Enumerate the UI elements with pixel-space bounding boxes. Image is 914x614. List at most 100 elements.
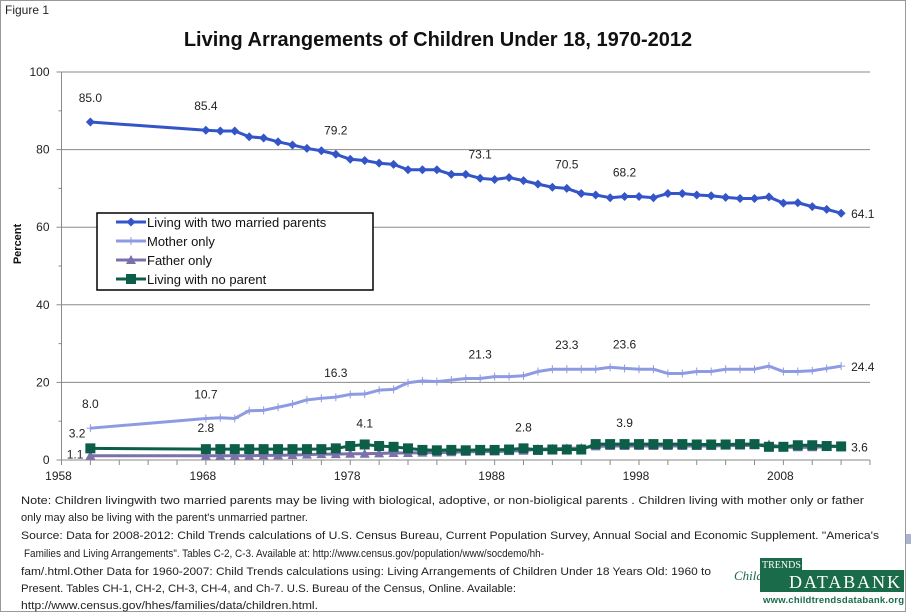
data-label: 1.1 (67, 448, 84, 462)
triangle-marker (229, 450, 240, 460)
diamond-marker (259, 133, 269, 143)
square-marker (244, 444, 255, 455)
legend-item: Mother only (116, 234, 215, 249)
data-label: 21.3 (469, 348, 493, 362)
square-marker (431, 445, 442, 456)
square-marker (316, 444, 327, 455)
diamond-marker (432, 165, 442, 175)
series-living-with-no-parent (85, 439, 847, 456)
square-marker (691, 439, 702, 450)
plus-marker (245, 406, 254, 415)
plus-marker (663, 369, 672, 378)
note-line: fam/.html.Other Data for 1960-2007: Chil… (21, 566, 711, 578)
legend-box (96, 212, 374, 291)
y-tick-label: 40 (36, 298, 50, 312)
y-tick-label: 100 (29, 65, 49, 79)
diamond-marker (389, 159, 399, 169)
data-label: 68.2 (613, 166, 637, 180)
square-marker (619, 439, 630, 450)
square-marker (720, 439, 731, 450)
triangle-marker (273, 450, 284, 460)
square-marker (489, 444, 500, 455)
plus-marker (548, 365, 557, 374)
square-marker (677, 439, 688, 450)
plus-marker (519, 371, 528, 380)
y-axis-label: Percent (12, 223, 24, 264)
diamond-marker (620, 192, 630, 202)
note-line: Families and Living Arrangements". Table… (24, 548, 544, 560)
plus-marker (793, 367, 802, 376)
square-marker (590, 439, 601, 450)
plus-marker (620, 364, 629, 373)
square-marker (836, 441, 847, 452)
triangle-marker (287, 449, 298, 459)
diamond-marker (302, 143, 312, 153)
data-label: 16.3 (324, 366, 348, 380)
plus-marker (375, 386, 384, 395)
square-marker (330, 443, 341, 454)
diamond-marker (706, 191, 716, 201)
plus-marker (736, 365, 745, 374)
square-marker (403, 443, 413, 454)
plus-marker (764, 362, 773, 371)
square-marker (215, 444, 226, 455)
square-marker (287, 444, 298, 455)
diamond-marker (288, 140, 297, 150)
square-marker (504, 444, 515, 455)
square-marker (374, 441, 385, 452)
diamond-marker (519, 176, 528, 186)
note-line: Note: Children livingwith two married pa… (21, 495, 864, 507)
square-marker (821, 441, 832, 452)
data-label: 70.5 (555, 157, 579, 171)
data-label: 3.9 (616, 416, 633, 430)
diamond-marker (764, 192, 774, 202)
legend-item: Living with two married parents (116, 215, 327, 230)
triangle-marker (258, 450, 269, 460)
diamond-marker (345, 154, 355, 164)
square-marker (547, 444, 558, 455)
square-marker (662, 439, 673, 450)
plus-marker (461, 374, 470, 383)
square-marker (634, 439, 644, 450)
notes: Note: Children livingwith two married pa… (21, 495, 880, 612)
logo-child: Child (734, 568, 763, 583)
plus-marker (447, 376, 456, 385)
data-label: 23.6 (613, 337, 637, 351)
legend-label: Father only (147, 253, 213, 268)
plus-marker (692, 367, 701, 376)
plus-marker (779, 367, 788, 376)
plus-marker (476, 374, 485, 383)
diamond-marker (547, 182, 557, 192)
diamond-marker (822, 204, 832, 214)
triangle-marker (215, 450, 226, 460)
data-label: 3.6 (851, 440, 868, 454)
square-marker (273, 444, 284, 455)
plus-marker (562, 365, 571, 374)
plus-marker (533, 367, 542, 376)
series-mother-only (86, 362, 846, 433)
diamond-marker (735, 193, 745, 203)
data-label: 79.2 (324, 123, 348, 137)
square-marker (778, 441, 789, 452)
triangle-marker (244, 450, 255, 460)
triangle-marker (359, 448, 370, 458)
plus-marker (346, 390, 355, 399)
diamond-marker (461, 169, 471, 179)
note-line: Present. Tables CH-1, CH-2, CH-3, CH-4, … (21, 583, 516, 595)
logo-databank-band (760, 570, 904, 592)
data-label: 23.3 (555, 338, 579, 352)
data-label: 24.4 (851, 360, 875, 374)
y-tick-label: 20 (36, 375, 50, 389)
triangle-marker (345, 448, 356, 458)
logo-databank: DATABANK (789, 572, 900, 592)
plus-marker (302, 395, 311, 404)
square-marker (532, 444, 543, 455)
child-trends-databank-logo: Child TRENDS DATABANK www.childtrendsdat… (734, 558, 904, 606)
plus-marker (127, 237, 135, 245)
legend-label: Living with two married parents (147, 215, 327, 230)
series-line (90, 442, 842, 452)
diamond-marker (836, 208, 846, 218)
triangle-marker (374, 448, 385, 458)
square-marker (301, 444, 312, 455)
plus-marker (606, 363, 615, 372)
